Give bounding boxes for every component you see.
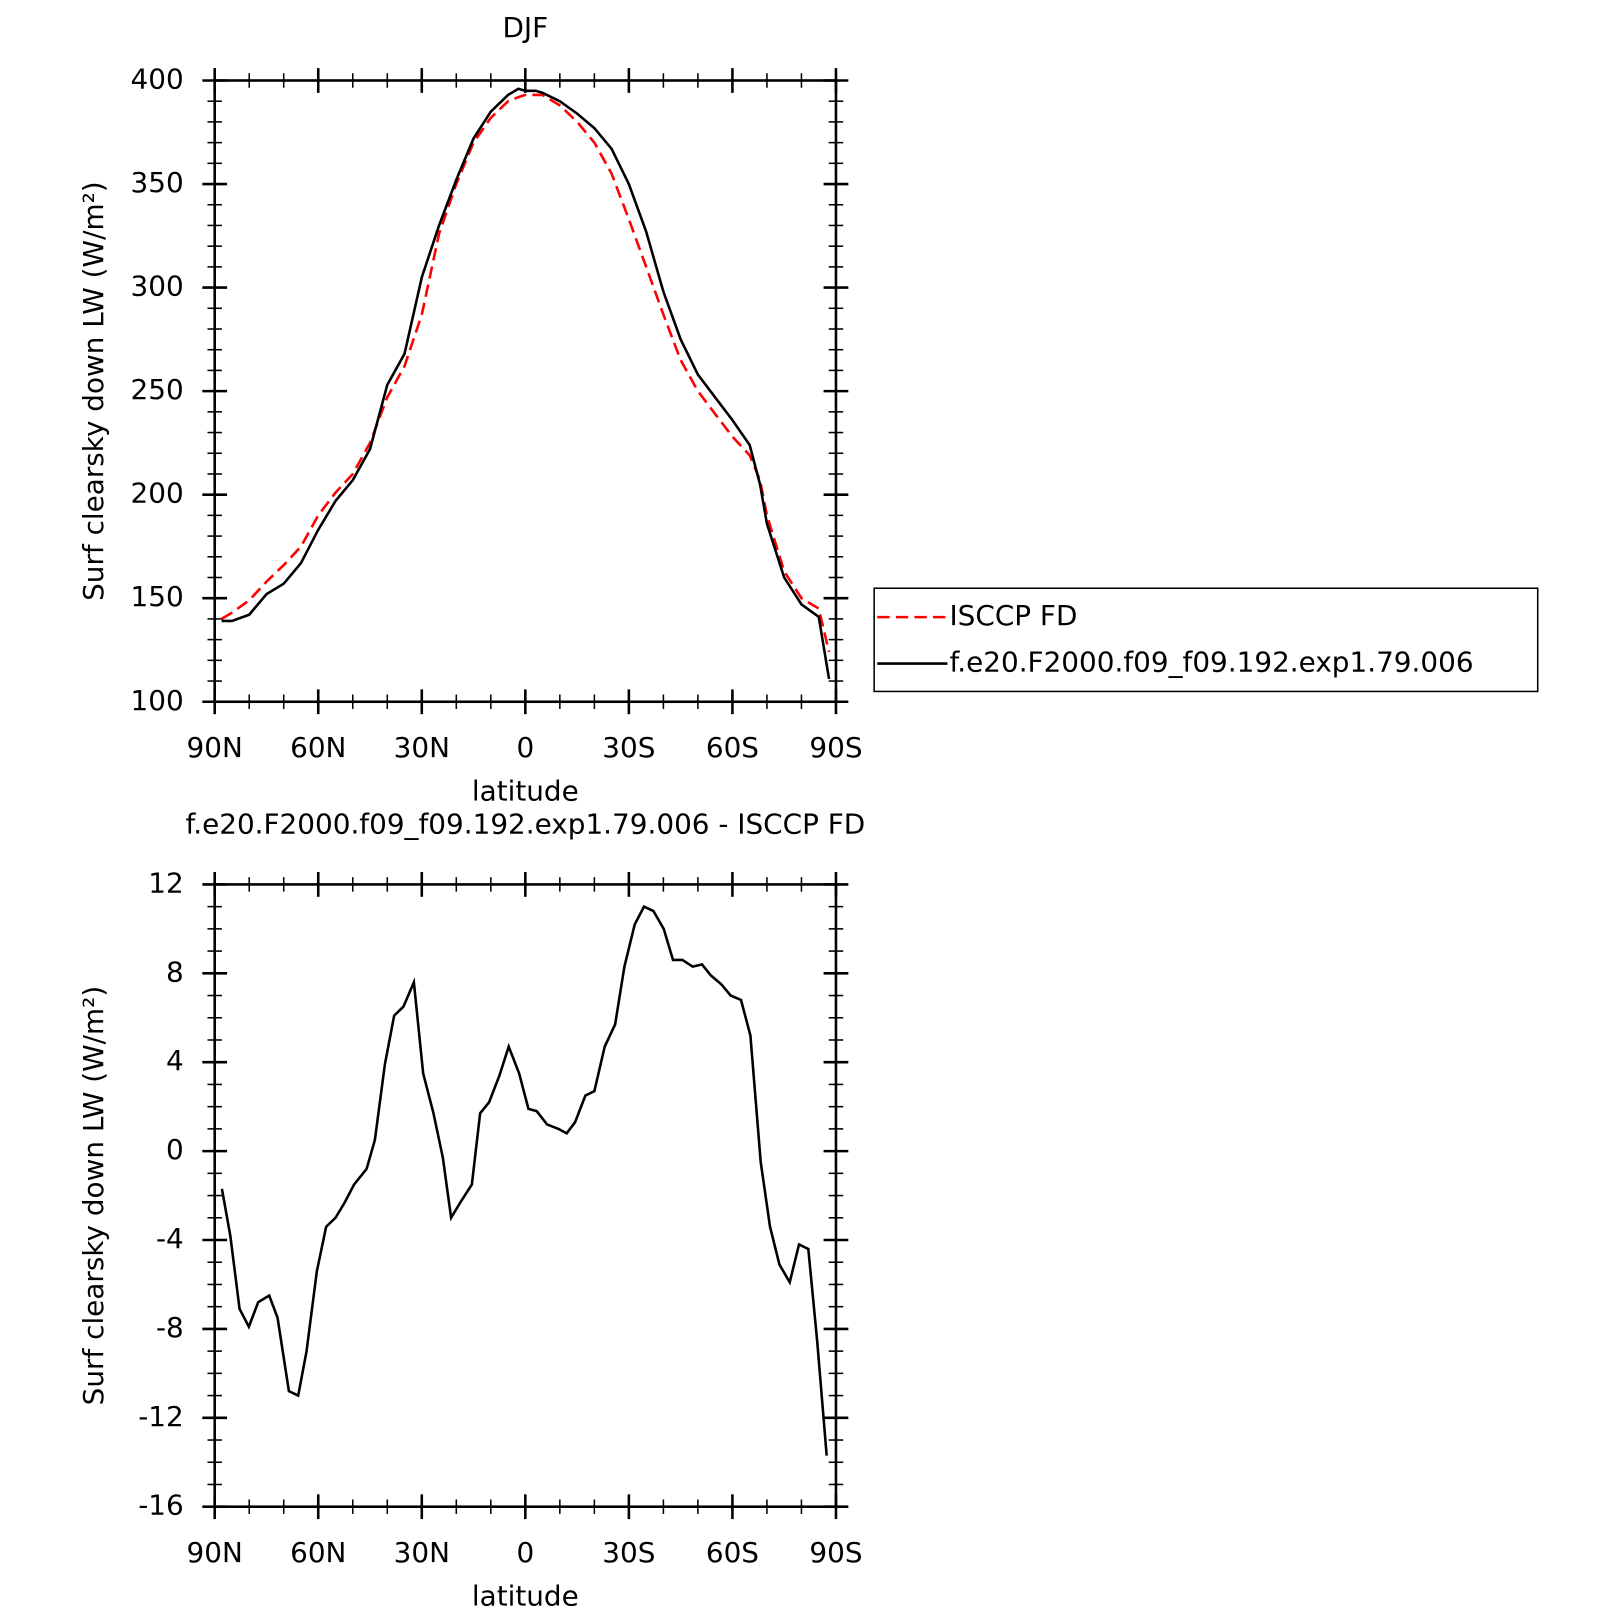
chart-title: f.e20.F2000.f09_f09.192.exp1.79.006 - IS… bbox=[185, 808, 865, 841]
legend-box bbox=[873, 587, 1539, 693]
y-tick-label: 350 bbox=[131, 166, 184, 199]
y-tick-label: 150 bbox=[131, 580, 184, 613]
y-tick-label: -16 bbox=[138, 1489, 184, 1522]
x-tick-label: 30N bbox=[394, 731, 450, 764]
y-tick-label: 200 bbox=[131, 477, 184, 510]
y-tick-label: 250 bbox=[131, 373, 184, 406]
y-tick-label: 400 bbox=[131, 62, 184, 95]
plot-frame bbox=[213, 79, 838, 704]
data-line bbox=[220, 904, 828, 1456]
legend-label: f.e20.F2000.f09_f09.192.exp1.79.006 bbox=[949, 646, 1473, 679]
y-tick-label: 100 bbox=[131, 684, 184, 717]
x-tick-label: 60S bbox=[706, 731, 759, 764]
x-tick-label: 90S bbox=[809, 1536, 862, 1569]
x-tick-label: 90N bbox=[187, 1536, 243, 1569]
x-tick-label: 30S bbox=[602, 731, 655, 764]
x-tick-label: 60N bbox=[290, 731, 346, 764]
x-axis-label: latitude bbox=[472, 775, 579, 808]
data-line bbox=[221, 87, 831, 680]
x-tick-label: 0 bbox=[516, 731, 534, 764]
y-tick-label: -12 bbox=[138, 1400, 184, 1433]
x-tick-label: 30N bbox=[394, 1536, 450, 1569]
x-tick-label: 90N bbox=[187, 731, 243, 764]
y-tick-label: 12 bbox=[148, 866, 183, 899]
x-axis-label: latitude bbox=[472, 1580, 579, 1613]
y-axis-label: Surf clearsky down LW (W/m²) bbox=[77, 181, 110, 601]
x-tick-label: 90S bbox=[809, 731, 862, 764]
y-tick-label: 4 bbox=[166, 1044, 184, 1077]
y-tick-label: -8 bbox=[156, 1311, 184, 1344]
y-tick-label: 300 bbox=[131, 270, 184, 303]
chart-title: DJF bbox=[502, 11, 548, 44]
x-tick-label: 0 bbox=[516, 1536, 534, 1569]
y-tick-label: 0 bbox=[166, 1133, 184, 1166]
x-tick-label: 60N bbox=[290, 1536, 346, 1569]
x-tick-label: 60S bbox=[706, 1536, 759, 1569]
y-axis-label: Surf clearsky down LW (W/m²) bbox=[77, 986, 110, 1406]
plot-frame bbox=[213, 883, 838, 1508]
y-tick-label: 8 bbox=[166, 955, 184, 988]
legend-label: ISCCP FD bbox=[949, 599, 1077, 632]
data-line bbox=[220, 93, 831, 653]
y-tick-label: -4 bbox=[156, 1222, 184, 1255]
x-tick-label: 30S bbox=[602, 1536, 655, 1569]
